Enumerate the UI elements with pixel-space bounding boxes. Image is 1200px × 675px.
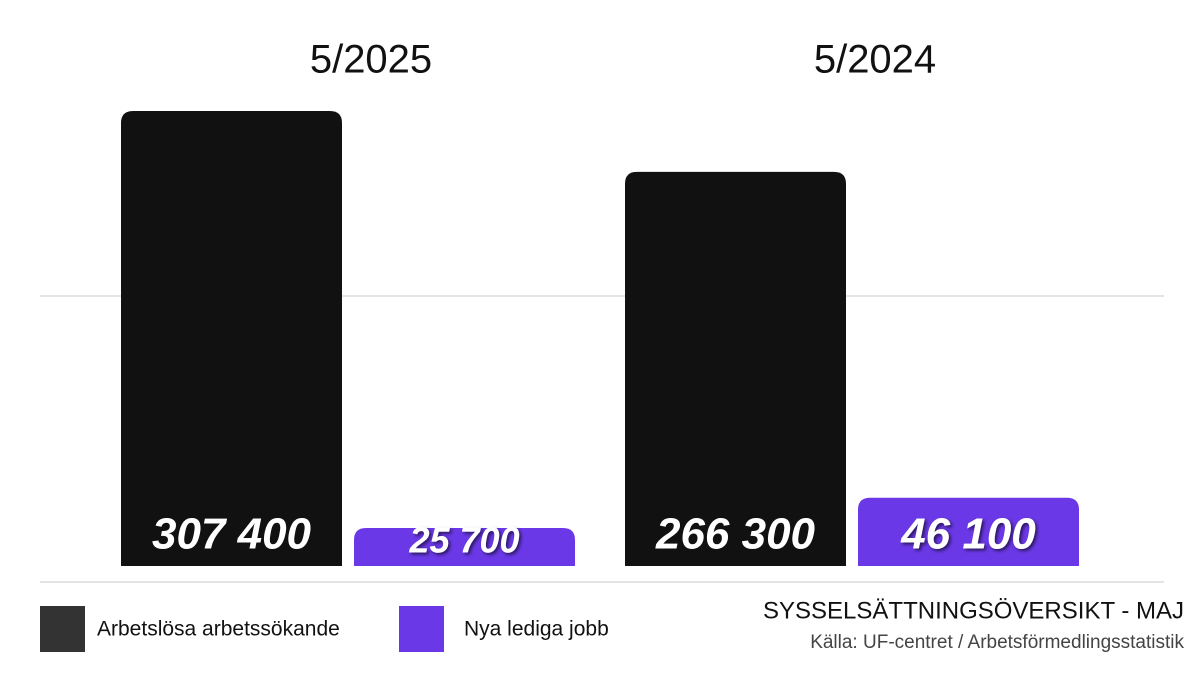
bar	[121, 111, 342, 566]
legend-label: Arbetslösa arbetssökande	[97, 618, 340, 641]
legend-swatch	[399, 606, 444, 652]
category-label: 5/2024	[814, 38, 936, 82]
value-label: 46 100	[900, 510, 1036, 559]
value-label: 266 300	[655, 510, 816, 559]
bar	[858, 497, 1079, 566]
value-label: 307 400	[152, 510, 312, 559]
legend-swatch	[40, 606, 85, 652]
category-label: 5/2025	[310, 38, 432, 82]
chart-subtitle: Källa: UF-centret / Arbetsförmedlingssta…	[810, 632, 1184, 653]
value-label: 25 700	[408, 520, 519, 561]
bar	[625, 171, 846, 566]
bar	[354, 527, 575, 566]
legend-label: Nya lediga jobb	[464, 618, 609, 641]
chart-title: SYSSELSÄTTNINGSÖVERSIKT - MAJ	[763, 597, 1184, 624]
